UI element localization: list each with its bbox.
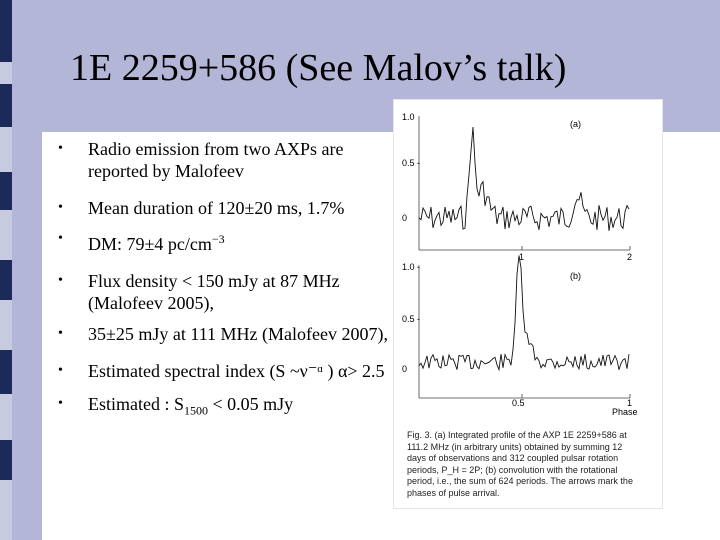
panel-b-xtick-label: 1 <box>627 398 632 408</box>
panel-a-ytick-zero: 0 <box>402 213 407 223</box>
bullet-item: • Estimated spectral index (S ~ν⁻ᵅ ) α> 2… <box>58 361 385 381</box>
panel-b-xtick-label: 0.5 <box>512 398 525 408</box>
accent-tick <box>0 260 12 300</box>
bullet-dot-icon: • <box>58 231 63 246</box>
accent-tick <box>0 0 12 62</box>
panel-a-ytick-mid: 0.5 - <box>402 158 420 168</box>
bullet-item: • Flux density < 150 mJy at 87 MHz (Malof… <box>58 271 340 313</box>
bullet-dot-icon: • <box>58 396 63 411</box>
bullet-item: • Radio emission from two AXPs are report… <box>58 139 344 181</box>
accent-tick <box>0 440 12 480</box>
bullet-list: • Radio emission from two AXPs are report… <box>58 138 388 422</box>
panel-a-trace <box>418 126 630 231</box>
bullet-dot-icon: • <box>58 326 63 341</box>
bullet-dot-icon: • <box>58 200 63 215</box>
panel-b-ytick-top: 1.0 - <box>402 262 420 272</box>
panel-a-label: (a) <box>570 119 581 129</box>
bullet-dot-icon: • <box>58 273 63 288</box>
accent-tick <box>0 350 12 394</box>
bullet-item: • Estimated : S1500 < 0.05 mJy <box>58 394 294 418</box>
panel-a-ytick-top: 1.0 <box>402 112 415 122</box>
panel-a-xtick-label: 1 <box>519 252 524 262</box>
panel-a-xtick-label: 2 <box>627 252 632 262</box>
bullet-dot-icon: • <box>58 141 63 156</box>
panel-b-xlabel: Phase <box>612 407 638 417</box>
panel-b-trace <box>418 255 630 372</box>
panel-b-ytick-zero: 0 <box>402 364 407 374</box>
bullet-dot-icon: • <box>58 363 63 378</box>
slide-title: 1E 2259+586 (See Malov’s talk) <box>70 47 567 89</box>
panel-b-ytick-mid: 0.5 - <box>402 314 420 324</box>
figure-svg: 1.0 0.5 - 0 (a) 1 2 1.0 - 0.5 - 0 (b) 0.… <box>402 112 638 417</box>
figure-caption: Fig. 3. (a) Integrated profile of the AX… <box>407 430 633 498</box>
bullet-item: • Mean duration of 120±20 ms, 1.7% <box>58 198 345 218</box>
accent-tick <box>0 84 12 127</box>
accent-tick <box>0 172 12 210</box>
pulse-profile-figure: 1.0 0.5 - 0 (a) 1 2 1.0 - 0.5 - 0 (b) 0.… <box>394 100 662 508</box>
bullet-item: • DM: 79±4 pc/cm−3 <box>58 228 388 255</box>
panel-b-label: (b) <box>570 271 581 281</box>
bullet-item: • 35±25 mJy at 111 MHz (Malofeev 2007), <box>58 324 388 344</box>
